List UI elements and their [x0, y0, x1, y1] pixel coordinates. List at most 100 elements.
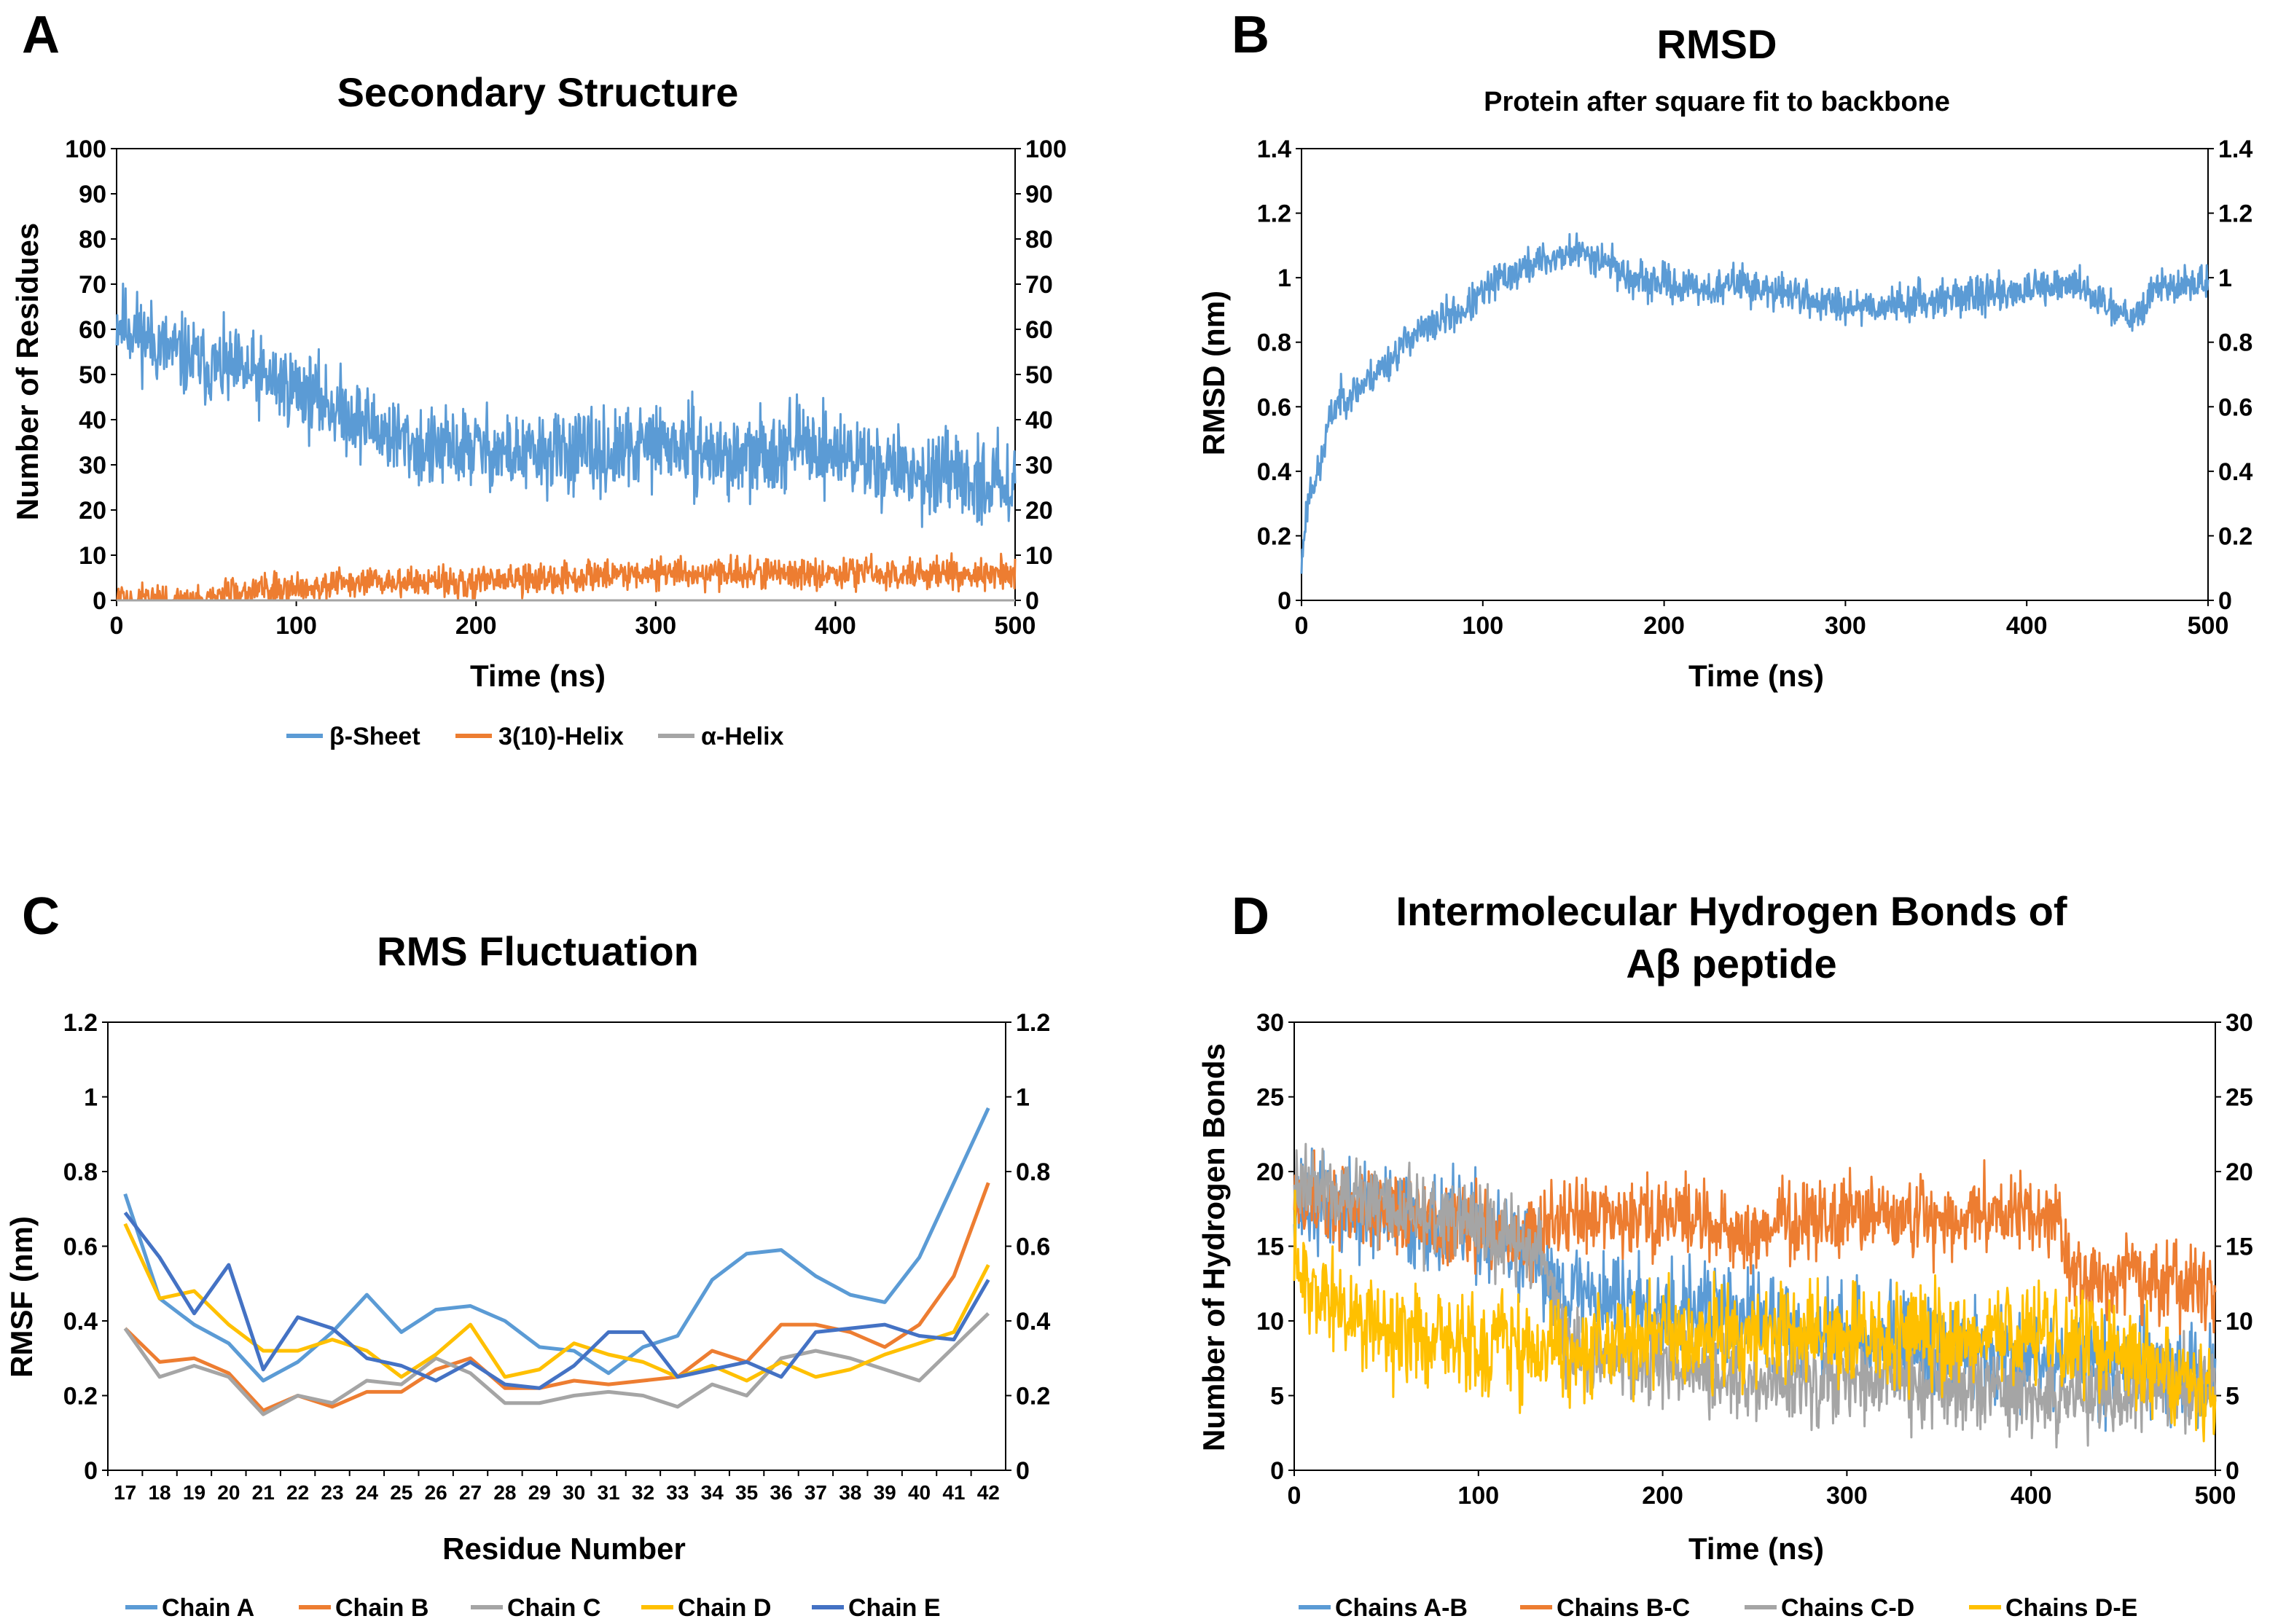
y-tick-label-left: 0.4: [1257, 458, 1291, 486]
x-tick-label: 100: [1457, 1482, 1499, 1510]
legend-label-beta-sheet: β-Sheet: [329, 723, 420, 750]
y-tick-label-right: 1.2: [2218, 200, 2252, 228]
y-tick-label-right: 80: [1025, 226, 1053, 254]
y-tick-label-right: 0: [2218, 587, 2232, 615]
y-tick-label-right: 0: [1016, 1457, 1030, 1485]
y-tick-label-left: 10: [1256, 1308, 1284, 1335]
legend-item-chains-c-d: Chains C-D: [1745, 1594, 1914, 1622]
legend-label-chain-a: Chain A: [162, 1594, 254, 1622]
x-tick-label: 100: [275, 612, 317, 640]
series-line-chain-e: [123, 1211, 990, 1390]
y-tick-label-right: 40: [1025, 407, 1053, 434]
y-tick-label-right: 0.6: [2218, 393, 2252, 421]
panel-c-title: RMS Fluctuation: [377, 928, 699, 974]
panel-b-subtitle: Protein after square fit to backbone: [1484, 87, 1950, 117]
y-tick-label-right: 1: [2218, 264, 2232, 292]
y-tick-label-right: 0: [2226, 1457, 2239, 1485]
y-tick-label-left: 1: [84, 1084, 98, 1112]
x-tick-label: 26: [425, 1481, 447, 1504]
plot-frame: [1301, 148, 2209, 601]
panel-letter-a: A: [22, 6, 60, 64]
y-tick-label-left: 20: [79, 497, 106, 525]
legend-label-chains-c-d: Chains C-D: [1781, 1594, 1914, 1622]
legend-item-chains-a-b: Chains A-B: [1299, 1594, 1468, 1622]
y-tick-label-left: 90: [79, 181, 106, 208]
legend-item-chains-b-c: Chains B-C: [1520, 1594, 1690, 1622]
y-tick-label-right: 0: [1025, 587, 1039, 615]
y-tick-label-left: 0.2: [63, 1383, 98, 1411]
y-tick-label-left: 1.2: [63, 1009, 98, 1037]
legend-item-beta-sheet: β-Sheet: [286, 723, 420, 750]
y-tick-label-left: 0.2: [1257, 522, 1291, 550]
y-tick-label-left: 15: [1256, 1233, 1284, 1261]
panel-d-title-line-1: Intermolecular Hydrogen Bonds of: [1396, 888, 2067, 934]
panel-d-ylabel: Number of Hydrogen Bonds: [1197, 1043, 1231, 1451]
y-tick-label-right: 5: [2226, 1383, 2239, 1411]
y-tick-label-left: 1: [1277, 264, 1291, 292]
y-tick-label-right: 0.4: [1016, 1308, 1050, 1335]
x-tick-label: 200: [1643, 612, 1685, 640]
x-tick-label: 31: [597, 1481, 619, 1504]
panel-b-title: RMSD: [1657, 21, 1777, 67]
x-tick-label: 100: [1462, 612, 1503, 640]
series-line-chain-b: [123, 1182, 990, 1413]
x-tick-label: 23: [321, 1481, 343, 1504]
plot-frame: [107, 1021, 1006, 1471]
panel-a-legend: β-Sheet 3(10)-Helix α-Helix: [286, 723, 784, 750]
panel-c-xlabel: Residue Number: [442, 1531, 686, 1566]
y-tick-label-right: 70: [1025, 271, 1053, 299]
y-tick-label-left: 1.4: [1257, 136, 1291, 163]
y-tick-label-left: 0.8: [1257, 329, 1291, 357]
x-tick-label: 200: [1642, 1482, 1683, 1510]
y-tick-label-left: 0.4: [63, 1308, 98, 1335]
x-tick-label: 400: [2011, 1482, 2052, 1510]
y-tick-label-left: 20: [1256, 1158, 1284, 1186]
y-tick-label-left: 30: [79, 452, 106, 479]
y-tick-label-left: 30: [1256, 1009, 1284, 1037]
y-tick-label-right: 0.2: [2218, 522, 2252, 550]
x-tick-label: 18: [148, 1481, 171, 1504]
x-tick-label: 41: [942, 1481, 965, 1504]
panel-d-xlabel: Time (ns): [1688, 1531, 1824, 1566]
y-tick-label-left: 60: [79, 316, 106, 344]
series-line-chain-c: [123, 1311, 990, 1416]
x-tick-label: 38: [839, 1481, 861, 1504]
x-tick-label: 33: [666, 1481, 689, 1504]
x-tick-label: 22: [286, 1481, 309, 1504]
y-tick-label-left: 50: [79, 361, 106, 389]
legend-label-chain-c: Chain C: [507, 1594, 600, 1622]
legend-item-chain-a: Chain A: [125, 1594, 254, 1622]
x-tick-label: 300: [635, 612, 676, 640]
x-tick-label: 27: [459, 1481, 482, 1504]
legend-item-chain-c: Chain C: [471, 1594, 600, 1622]
y-tick-label-left: 25: [1256, 1084, 1284, 1112]
legend-label-chain-e: Chain E: [848, 1594, 941, 1622]
panel-b-ylabel: RMSD (nm): [1197, 291, 1231, 455]
y-tick-label-right: 30: [2226, 1009, 2253, 1037]
x-tick-label: 35: [735, 1481, 758, 1504]
x-tick-label: 300: [1825, 612, 1866, 640]
y-tick-label-right: 50: [1025, 361, 1053, 389]
x-tick-label: 32: [632, 1481, 654, 1504]
panel-a-title: Secondary Structure: [337, 69, 739, 115]
y-tick-label-right: 0.8: [2218, 329, 2252, 357]
y-tick-label-left: 40: [79, 407, 106, 434]
plot-frame: [1293, 1021, 2216, 1471]
x-tick-label: 200: [455, 612, 497, 640]
panel-d-hydrogen-bonds: D Intermolecular Hydrogen Bonds of Aβ pe…: [1197, 887, 2253, 1622]
y-tick-label-left: 0.6: [1257, 393, 1291, 421]
legend-label-chains-d-e: Chains D-E: [2005, 1594, 2137, 1622]
panel-c-plot-area: 0 0 0.2 0.2 0.4 0.4 0.6 0.6 0.8 0.8 1 1 1.2 1.2 17 18 19…: [63, 1009, 1051, 1504]
y-tick-label-left: 0: [1270, 1457, 1284, 1485]
x-tick-label: 36: [770, 1481, 792, 1504]
x-tick-label: 21: [252, 1481, 275, 1504]
legend-item-chain-d: Chain D: [641, 1594, 771, 1622]
x-tick-label: 40: [908, 1481, 931, 1504]
x-tick-label: 19: [183, 1481, 206, 1504]
x-tick-label: 0: [1295, 612, 1309, 640]
y-tick-label-right: 10: [2226, 1308, 2253, 1335]
legend-item-alpha-helix: α-Helix: [658, 723, 784, 750]
x-tick-label: 500: [2188, 612, 2229, 640]
